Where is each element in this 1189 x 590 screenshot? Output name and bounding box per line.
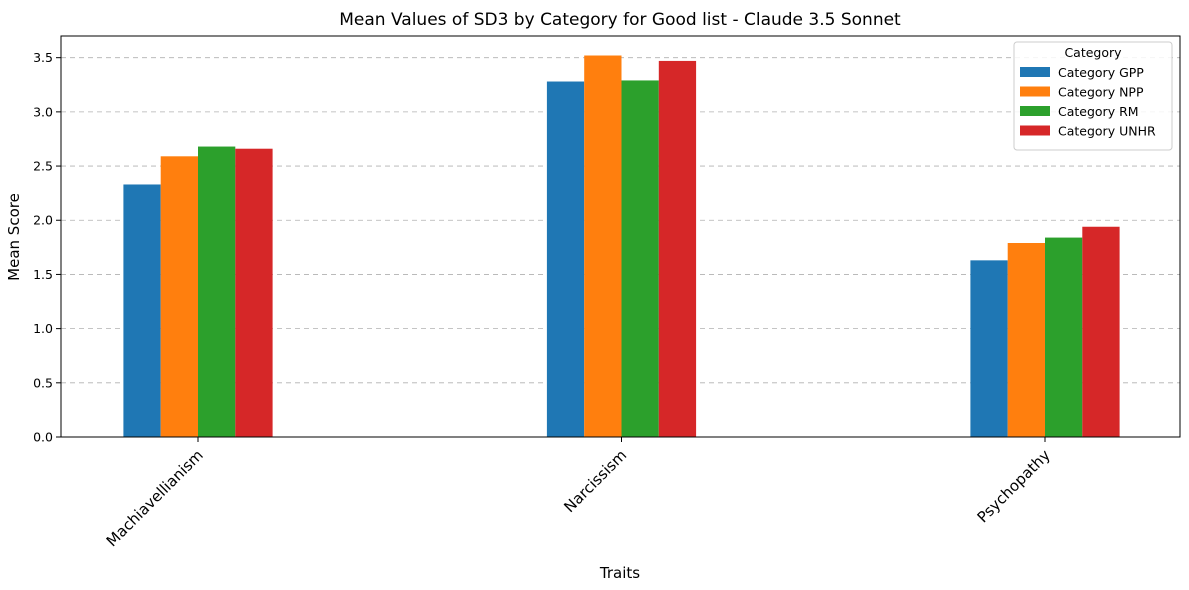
legend-swatch — [1020, 87, 1050, 97]
bar-category-gpp-psychopathy — [970, 260, 1007, 437]
bar-category-npp-machiavellianism — [161, 156, 198, 437]
legend-entry: Category GPP — [1058, 65, 1144, 80]
legend-swatch — [1020, 67, 1050, 77]
bar-category-gpp-machiavellianism — [123, 184, 160, 437]
x-tick-label: Narcissism — [560, 446, 630, 516]
y-tick-label: 1.0 — [33, 321, 53, 336]
bars — [123, 56, 1119, 437]
legend: Category Category GPP Category NPP Category… — [1014, 42, 1172, 150]
y-axis-label: Mean Score — [5, 193, 23, 281]
x-tick-label: Psychopathy — [974, 446, 1054, 526]
x-tick-label: Machiavellianism — [103, 446, 207, 550]
y-tick-label: 2.0 — [33, 213, 53, 228]
legend-swatch — [1020, 106, 1050, 116]
bar-category-npp-psychopathy — [1008, 243, 1045, 437]
y-tick-label: 1.5 — [33, 267, 53, 282]
y-tick-label: 0.0 — [33, 430, 53, 445]
bar-category-gpp-narcissism — [547, 82, 584, 437]
bar-category-unhr-machiavellianism — [235, 149, 272, 437]
legend-title: Category — [1064, 45, 1122, 60]
bar-category-rm-psychopathy — [1045, 238, 1082, 437]
x-axis: Machiavellianism Narcissism Psychopathy — [103, 437, 1054, 550]
bar-category-rm-narcissism — [622, 80, 659, 437]
y-tick-label: 3.5 — [33, 50, 53, 65]
y-axis: 0.0 0.5 1.0 1.5 2.0 2.5 3.0 3.5 — [33, 50, 61, 444]
x-axis-label: Traits — [599, 564, 640, 582]
bar-category-unhr-narcissism — [659, 61, 696, 437]
bar-category-rm-machiavellianism — [198, 147, 235, 437]
bar-category-npp-narcissism — [584, 56, 621, 437]
y-tick-label: 3.0 — [33, 104, 53, 119]
bar-category-unhr-psychopathy — [1082, 227, 1119, 437]
legend-swatch — [1020, 126, 1050, 136]
legend-entry: Category UNHR — [1058, 124, 1156, 139]
y-tick-label: 2.5 — [33, 159, 53, 174]
chart-title: Mean Values of SD3 by Category for Good … — [339, 10, 901, 30]
legend-entry: Category RM — [1058, 104, 1139, 119]
legend-entry: Category NPP — [1058, 85, 1144, 100]
y-tick-label: 0.5 — [33, 375, 53, 390]
